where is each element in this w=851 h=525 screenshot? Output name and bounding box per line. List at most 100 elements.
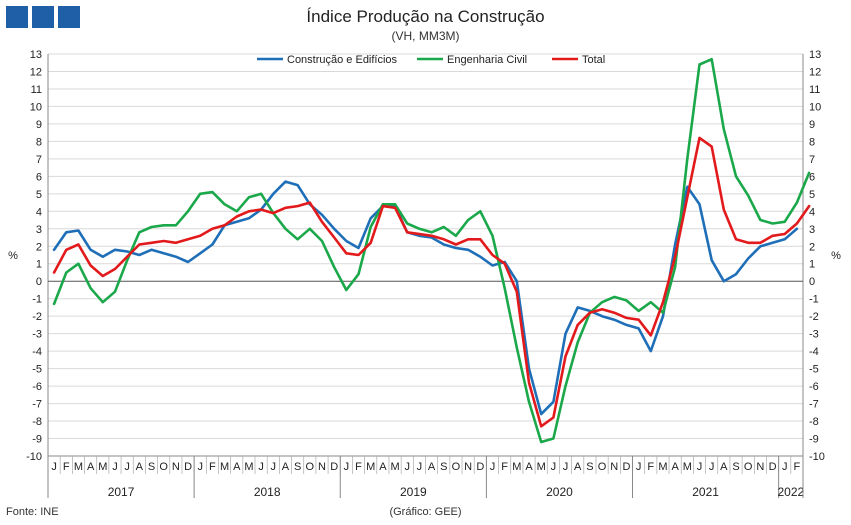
y-tick-label-right: -4 (809, 346, 819, 358)
x-month-label: O (159, 461, 168, 473)
x-month-label: O (452, 461, 461, 473)
series-line-1 (52, 180, 799, 416)
x-month-label: A (428, 461, 436, 473)
y-tick-label-right: -3 (809, 329, 819, 341)
y-tick-label-right: -10 (809, 451, 825, 463)
y-tick-label-right: -6 (809, 381, 819, 393)
x-month-label: F (209, 461, 216, 473)
x-month-label: M (366, 461, 375, 473)
x-month-label: O (744, 461, 753, 473)
legend-label: Total (582, 54, 605, 66)
y-tick-label-left: 2 (36, 241, 42, 253)
x-month-label: J (112, 461, 118, 473)
x-month-label: A (282, 461, 290, 473)
y-tick-label-left: -6 (32, 381, 42, 393)
x-month-label: S (732, 461, 739, 473)
legend-label: Engenharia Civil (447, 54, 527, 66)
y-tick-label-right: 2 (809, 241, 815, 253)
y-tick-label-right: -9 (809, 434, 819, 446)
x-month-label: N (318, 461, 326, 473)
x-month-label: J (271, 461, 277, 473)
series-line-2 (52, 57, 811, 444)
x-month-label: S (586, 461, 593, 473)
y-tick-label-right: 7 (809, 154, 815, 166)
y-tick-label-right: 3 (809, 224, 815, 236)
x-month-label: S (294, 461, 301, 473)
x-month-label: D (330, 461, 338, 473)
logo-block-1 (6, 6, 28, 28)
x-month-label: J (782, 461, 788, 473)
y-tick-label-left: 8 (36, 136, 42, 148)
y-tick-label-left: 13 (30, 49, 42, 61)
x-month-label: M (512, 461, 521, 473)
x-month-label: A (574, 461, 582, 473)
y-tick-label-left: 4 (36, 206, 42, 218)
x-month-label: M (244, 461, 253, 473)
x-month-label: O (306, 461, 315, 473)
x-month-label: N (610, 461, 618, 473)
x-month-label: F (647, 461, 654, 473)
x-month-label: J (258, 461, 264, 473)
y-tick-label-left: -10 (26, 451, 42, 463)
y-tick-label-right: -2 (809, 311, 819, 323)
y-tick-label-left: 3 (36, 224, 42, 236)
y-tick-label-right: 13 (809, 49, 821, 61)
y-tick-label-right: 0 (809, 276, 815, 288)
y-tick-label-right: -7 (809, 399, 819, 411)
y-tick-label-right: 9 (809, 119, 815, 131)
y-tick-label-left: -8 (32, 416, 42, 428)
x-month-label: J (124, 461, 130, 473)
y-tick-label-left: -4 (32, 346, 42, 358)
x-month-label: F (794, 461, 801, 473)
x-month-label: A (671, 461, 679, 473)
y-tick-label-right: -5 (809, 364, 819, 376)
y-tick-label-right: 8 (809, 136, 815, 148)
x-month-label: M (220, 461, 229, 473)
y-unit-left: % (8, 250, 18, 262)
x-month-label: J (197, 461, 203, 473)
x-month-label: D (184, 461, 192, 473)
x-month-label: A (720, 461, 728, 473)
x-month-label: S (440, 461, 447, 473)
x-month-label: J (697, 461, 703, 473)
x-month-label: J (551, 461, 557, 473)
x-month-label: D (622, 461, 630, 473)
x-month-label: M (683, 461, 692, 473)
x-month-label: J (563, 461, 569, 473)
y-tick-label-left: -3 (32, 329, 42, 341)
x-month-label: F (501, 461, 508, 473)
logo-block-2 (32, 6, 54, 28)
x-month-label: A (87, 461, 95, 473)
gee-logo (6, 6, 80, 28)
x-month-label: J (417, 461, 423, 473)
y-tick-label-right: 6 (809, 171, 815, 183)
y-tick-label-left: -2 (32, 311, 42, 323)
chart-title: Índice Produção na Construção (306, 7, 545, 26)
x-month-label: M (390, 461, 399, 473)
x-month-label: M (74, 461, 83, 473)
y-unit-right: % (831, 250, 841, 262)
x-year-label: 2021 (692, 485, 719, 499)
y-tick-label-right: -1 (809, 294, 819, 306)
source-note: Fonte: INE (6, 506, 59, 518)
x-month-label: N (172, 461, 180, 473)
x-month-label: F (63, 461, 70, 473)
x-month-label: M (658, 461, 667, 473)
x-month-label: J (709, 461, 715, 473)
x-year-label: 2017 (108, 485, 135, 499)
x-month-label: D (476, 461, 484, 473)
y-tick-label-left: 7 (36, 154, 42, 166)
series-line-3 (52, 136, 811, 428)
x-month-label: M (537, 461, 546, 473)
x-month-label: A (233, 461, 241, 473)
x-month-label: J (636, 461, 642, 473)
y-tick-label-right: 12 (809, 66, 821, 78)
x-month-label: M (98, 461, 107, 473)
logo-block-3 (58, 6, 80, 28)
x-month-label: J (490, 461, 496, 473)
y-tick-label-left: 1 (36, 259, 42, 271)
y-tick-label-right: 11 (809, 84, 820, 96)
x-month-label: S (148, 461, 155, 473)
y-tick-label-right: 1 (809, 259, 815, 271)
